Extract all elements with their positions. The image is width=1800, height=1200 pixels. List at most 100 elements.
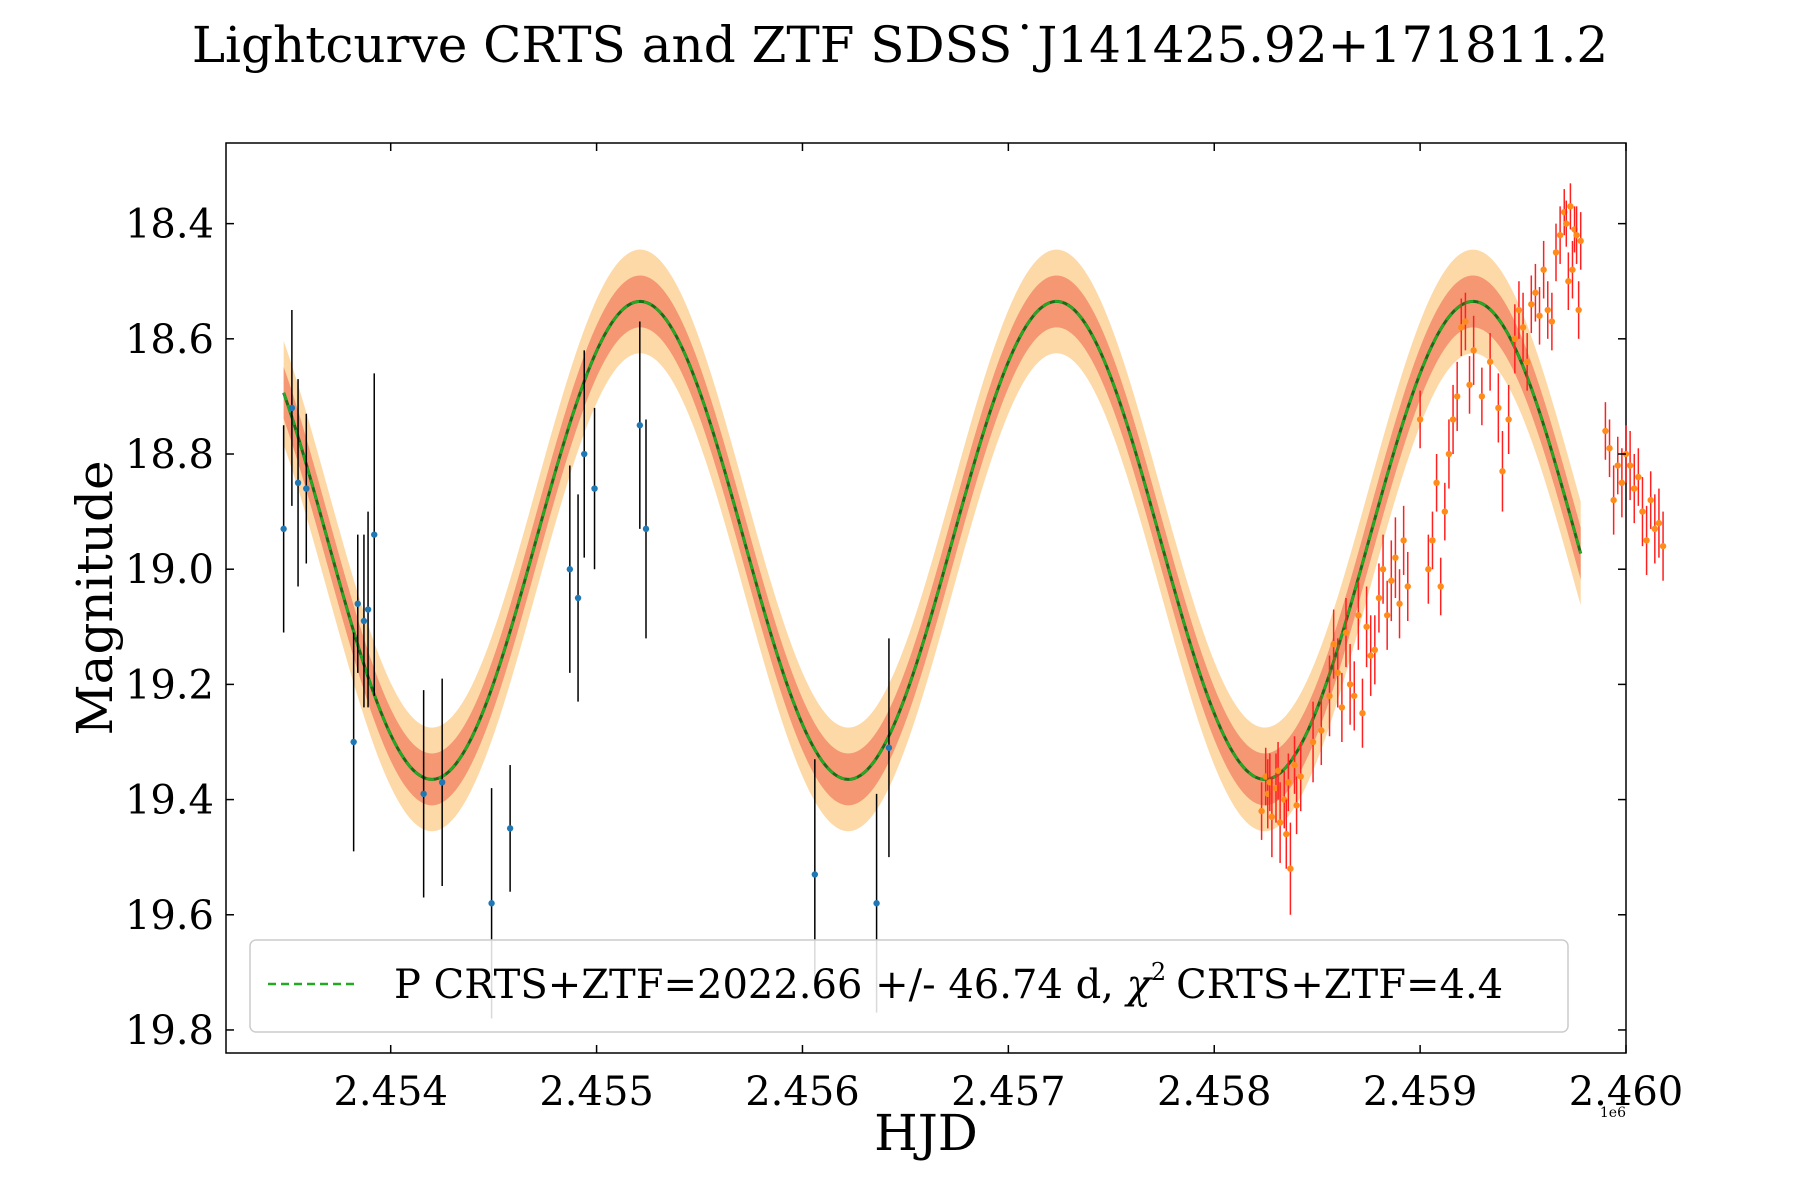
data-point <box>1367 652 1374 659</box>
x-tick-label: 2.457 <box>951 1069 1066 1115</box>
legend-frame <box>249 939 1569 1033</box>
data-point <box>364 606 372 613</box>
x-tick-label: 2.458 <box>1157 1069 1272 1115</box>
data-point <box>1287 865 1294 872</box>
data-point <box>1610 496 1617 504</box>
data-point <box>1544 306 1551 314</box>
data-point <box>1540 266 1547 273</box>
data-point <box>885 744 893 751</box>
data-point <box>1355 612 1362 619</box>
y-tick-label: 18.6 <box>125 317 214 363</box>
data-point <box>1556 231 1564 239</box>
data-point <box>1445 450 1453 458</box>
data-point <box>1647 496 1654 504</box>
data-point <box>1548 318 1556 325</box>
data-point <box>1453 393 1461 400</box>
data-point <box>1639 508 1646 515</box>
data-point <box>873 900 880 907</box>
y-tick-label: 19.4 <box>125 778 214 824</box>
data-point <box>294 479 302 487</box>
legend-label-prefix: P CRTS+ZTF=2022.66 +/- 46.74 d, <box>394 962 1114 1008</box>
data-point <box>636 422 644 429</box>
data-point <box>1400 537 1407 544</box>
data-point <box>1635 473 1642 481</box>
data-point <box>1470 347 1477 354</box>
data-point <box>1268 813 1276 821</box>
legend-chi-exponent: 2 <box>1151 958 1166 986</box>
legend-label-suffix: CRTS+ZTF=4.4 <box>1176 962 1503 1008</box>
data-point <box>1631 485 1638 492</box>
data-point <box>1519 324 1527 331</box>
data-point <box>1334 669 1341 677</box>
data-point <box>1375 594 1383 602</box>
data-point <box>1437 583 1444 590</box>
data-point <box>1258 807 1265 815</box>
chart-title: Lightcurve CRTS and ZTF SDSS˙J141425.92+… <box>192 16 1608 74</box>
data-point <box>1283 830 1290 838</box>
data-point <box>1441 508 1449 515</box>
data-point <box>1532 289 1539 296</box>
data-point <box>581 450 588 458</box>
data-point <box>1618 479 1626 487</box>
data-point <box>1297 773 1304 780</box>
series-ztf <box>1258 183 1667 915</box>
data-point <box>1285 779 1292 786</box>
data-point <box>1577 237 1584 245</box>
x-tick-label: 2.455 <box>539 1069 654 1115</box>
data-point <box>506 825 514 832</box>
data-point <box>642 525 650 533</box>
data-point <box>1433 479 1440 487</box>
data-point <box>1379 566 1387 573</box>
data-point <box>1338 704 1346 711</box>
y-tick-label: 19.8 <box>125 1008 214 1054</box>
x-axis-label: HJD <box>874 1104 978 1162</box>
data-point <box>1563 220 1570 227</box>
data-point <box>1515 306 1523 314</box>
y-tick-label: 18.8 <box>125 432 214 478</box>
data-point <box>1396 600 1403 607</box>
y-tick-label: 19.6 <box>125 893 214 939</box>
data-point <box>591 485 598 492</box>
data-point <box>1318 727 1325 734</box>
data-point <box>303 485 310 492</box>
data-point <box>1573 231 1580 239</box>
data-point <box>1416 416 1424 423</box>
data-point <box>1495 404 1502 412</box>
x-tick-label: 2.459 <box>1363 1069 1478 1115</box>
plot-area: 2.454 2.455 2.456 2.457 2.458 2.459 2.460 18.4 1… <box>125 142 1683 1115</box>
legend-chi-symbol: χ <box>1124 962 1154 1008</box>
data-point <box>1536 312 1543 319</box>
data-point <box>354 600 361 607</box>
data-point <box>574 594 582 602</box>
axis-ticks: 2.454 2.455 2.456 2.457 2.458 2.459 2.460 18.4 1… <box>125 143 1683 1115</box>
y-axis-label: Magnitude <box>66 460 124 735</box>
data-point <box>1614 462 1621 469</box>
data-point <box>1330 640 1337 648</box>
data-point <box>1309 738 1317 746</box>
data-point <box>288 404 296 412</box>
data-point <box>811 871 819 878</box>
data-point <box>1499 468 1506 475</box>
data-point <box>1486 358 1494 366</box>
y-tick-label: 18.4 <box>125 202 214 248</box>
data-point <box>1359 709 1366 717</box>
data-point <box>1429 537 1436 544</box>
data-point <box>420 790 427 798</box>
data-point <box>1575 306 1582 314</box>
data-point <box>1351 692 1358 700</box>
data-point <box>1466 381 1473 389</box>
data-point <box>1523 358 1531 366</box>
data-point <box>1388 577 1395 584</box>
data-point <box>1383 612 1391 619</box>
data-point <box>438 779 446 786</box>
data-point <box>1449 416 1457 423</box>
data-point <box>1552 249 1560 256</box>
x-axis-offset-label: 1e6 <box>1600 1105 1626 1121</box>
data-point <box>1651 525 1659 533</box>
data-point <box>1392 554 1399 561</box>
model-curve-dashed <box>282 300 1582 781</box>
data-point <box>1569 266 1576 273</box>
data-point <box>488 900 495 907</box>
data-point <box>1606 445 1613 452</box>
